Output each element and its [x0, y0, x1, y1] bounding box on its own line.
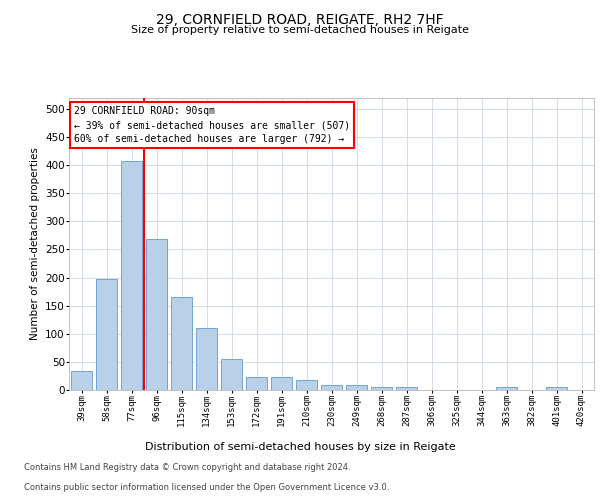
- Bar: [546, 387, 567, 390]
- Bar: [496, 387, 517, 390]
- Y-axis label: Number of semi-detached properties: Number of semi-detached properties: [29, 148, 40, 340]
- Bar: [196, 328, 217, 390]
- Text: Distribution of semi-detached houses by size in Reigate: Distribution of semi-detached houses by …: [145, 442, 455, 452]
- Bar: [396, 387, 417, 390]
- Text: 29, CORNFIELD ROAD, REIGATE, RH2 7HF: 29, CORNFIELD ROAD, REIGATE, RH2 7HF: [156, 12, 444, 26]
- Bar: [321, 385, 342, 390]
- Text: 29 CORNFIELD ROAD: 90sqm
← 39% of semi-detached houses are smaller (507)
60% of : 29 CORNFIELD ROAD: 90sqm ← 39% of semi-d…: [74, 106, 350, 144]
- Bar: [171, 297, 192, 390]
- Bar: [346, 385, 367, 390]
- Text: Size of property relative to semi-detached houses in Reigate: Size of property relative to semi-detach…: [131, 25, 469, 35]
- Bar: [296, 380, 317, 390]
- Bar: [246, 377, 267, 390]
- Bar: [121, 160, 142, 390]
- Bar: [271, 377, 292, 390]
- Text: Contains public sector information licensed under the Open Government Licence v3: Contains public sector information licen…: [24, 484, 389, 492]
- Bar: [71, 372, 92, 390]
- Text: Contains HM Land Registry data © Crown copyright and database right 2024.: Contains HM Land Registry data © Crown c…: [24, 464, 350, 472]
- Bar: [96, 279, 117, 390]
- Bar: [371, 387, 392, 390]
- Bar: [221, 359, 242, 390]
- Bar: [146, 240, 167, 390]
